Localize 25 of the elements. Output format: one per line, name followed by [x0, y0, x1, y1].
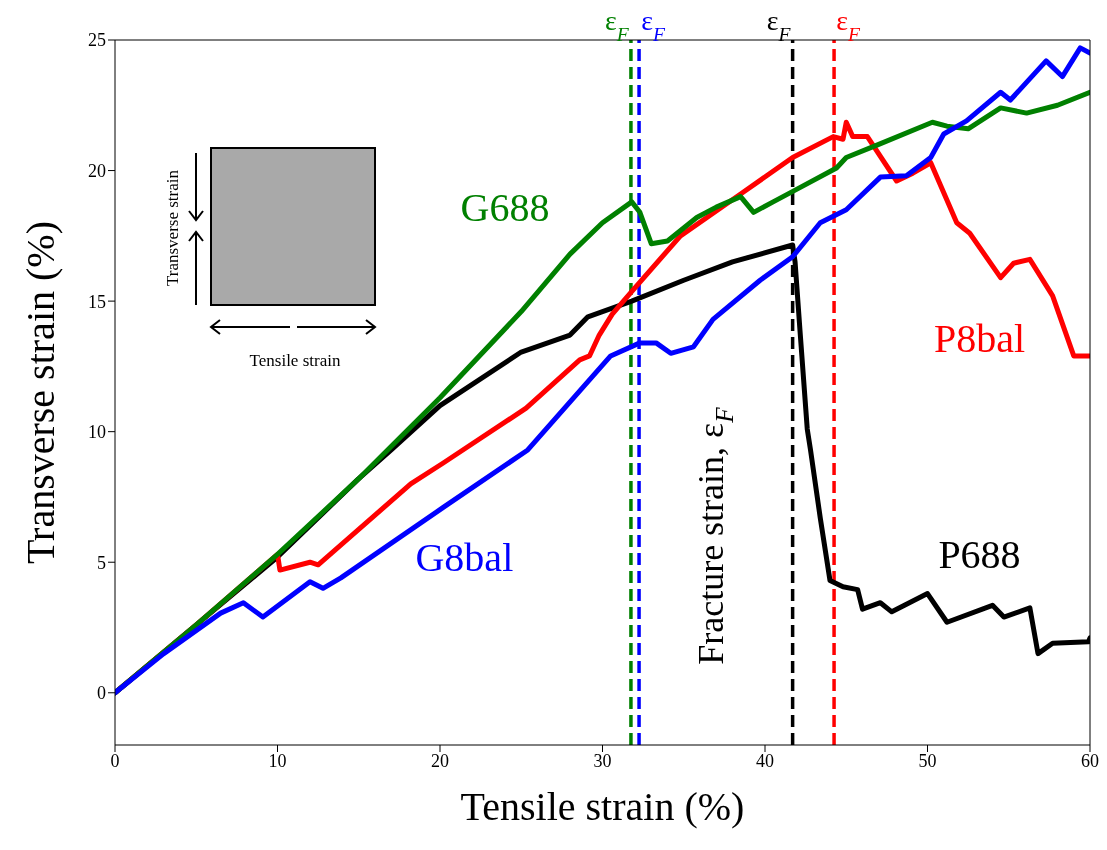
ref-line-label: ε$_{F}$	[766, 5, 792, 45]
x-tick-label: 30	[593, 750, 612, 771]
y-tick-label: 0	[97, 683, 106, 704]
y-axis-title: Transverse strain (%)	[17, 221, 63, 564]
series-label: P8bal	[933, 315, 1026, 361]
y-tick-label: 25	[88, 30, 106, 51]
x-tick-label: 40	[756, 750, 774, 771]
series-label: P688	[938, 531, 1021, 577]
x-tick-label: 60	[1081, 750, 1099, 771]
x-tick-label: 10	[268, 750, 287, 771]
x-axis-title: Tensile strain (%)	[460, 784, 745, 829]
ref-line-label: ε$_{F}$	[836, 5, 861, 45]
y-tick-label: 10	[88, 422, 106, 443]
series-label: G688	[460, 184, 550, 230]
annotation: Tensile strain	[249, 350, 341, 370]
x-tick-label: 0	[110, 750, 120, 771]
y-tick-label: 15	[88, 291, 106, 312]
annotation: Transverse strain	[162, 169, 182, 286]
y-tick-label: 5	[97, 552, 106, 573]
ref-line-label: ε$_{F}$	[641, 5, 666, 45]
series-label: G8bal	[415, 534, 514, 580]
y-tick-label: 20	[88, 160, 106, 181]
x-tick-label: 50	[918, 750, 937, 771]
ref-line-label: ε$_{F}$	[605, 5, 630, 45]
x-tick-label: 20	[431, 750, 449, 771]
